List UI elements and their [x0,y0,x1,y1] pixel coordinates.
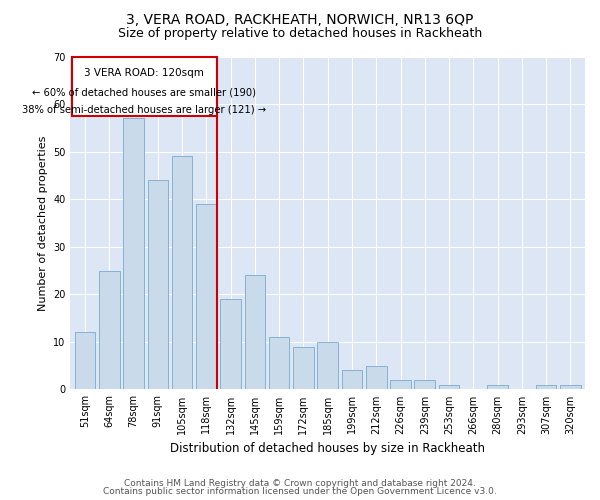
Bar [123,118,144,390]
X-axis label: Distribution of detached houses by size in Rackheath: Distribution of detached houses by size … [170,442,485,455]
Bar [487,384,508,390]
Bar [293,346,314,390]
Bar [560,384,581,390]
Text: 3, VERA ROAD, RACKHEATH, NORWICH, NR13 6QP: 3, VERA ROAD, RACKHEATH, NORWICH, NR13 6… [127,12,473,26]
Text: 38% of semi-detached houses are larger (121) →: 38% of semi-detached houses are larger (… [22,105,266,115]
Bar [415,380,435,390]
Text: ← 60% of detached houses are smaller (190): ← 60% of detached houses are smaller (19… [32,87,256,97]
Bar [439,384,460,390]
Text: Size of property relative to detached houses in Rackheath: Size of property relative to detached ho… [118,28,482,40]
Bar [390,380,411,390]
Text: 3 VERA ROAD: 120sqm: 3 VERA ROAD: 120sqm [84,68,204,78]
Bar [269,337,289,390]
Bar [341,370,362,390]
Text: Contains public sector information licensed under the Open Government Licence v3: Contains public sector information licen… [103,487,497,496]
Bar [317,342,338,390]
Bar [148,180,168,390]
Bar [245,276,265,390]
Bar [74,332,95,390]
Text: Contains HM Land Registry data © Crown copyright and database right 2024.: Contains HM Land Registry data © Crown c… [124,478,476,488]
Bar [220,299,241,390]
Y-axis label: Number of detached properties: Number of detached properties [38,136,47,310]
Bar [71,56,217,116]
Bar [172,156,193,390]
Bar [196,204,217,390]
Bar [99,270,119,390]
Bar [536,384,556,390]
Bar [366,366,386,390]
